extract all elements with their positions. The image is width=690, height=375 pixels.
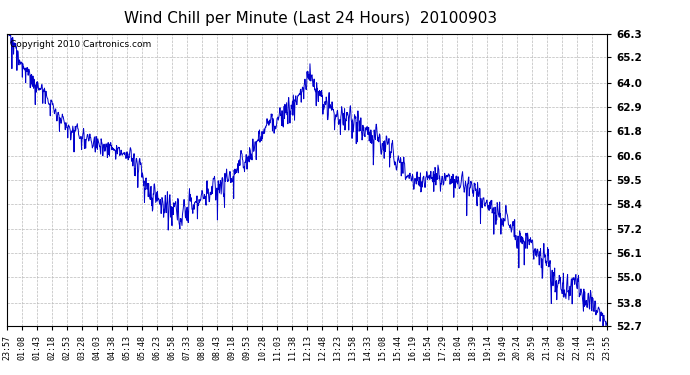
Text: Wind Chill per Minute (Last 24 Hours)  20100903: Wind Chill per Minute (Last 24 Hours) 20… — [124, 11, 497, 26]
Text: Copyright 2010 Cartronics.com: Copyright 2010 Cartronics.com — [10, 40, 151, 49]
